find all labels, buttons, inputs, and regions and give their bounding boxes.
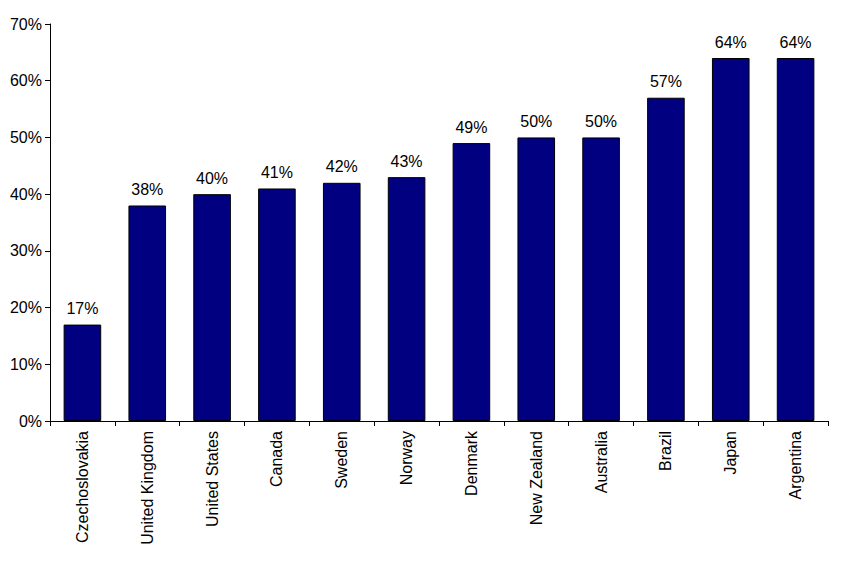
svg-text:40%: 40% [196,170,228,187]
svg-text:Norway: Norway [398,431,415,485]
svg-text:17%: 17% [66,300,98,317]
svg-text:60%: 60% [10,72,42,89]
svg-text:Denmark: Denmark [463,430,480,496]
svg-text:57%: 57% [650,73,682,90]
svg-text:Japan: Japan [722,431,739,475]
svg-text:40%: 40% [10,186,42,203]
svg-text:Canada: Canada [268,431,285,487]
svg-text:United Kingdom: United Kingdom [139,431,156,545]
svg-text:30%: 30% [10,242,42,259]
svg-text:50%: 50% [10,129,42,146]
svg-text:10%: 10% [10,356,42,373]
svg-text:Argentina: Argentina [787,431,804,500]
svg-text:70%: 70% [10,16,42,33]
svg-text:United States: United States [204,431,221,527]
svg-text:Czechoslovakia: Czechoslovakia [74,431,91,543]
svg-text:20%: 20% [10,299,42,316]
svg-text:50%: 50% [520,113,552,130]
svg-text:Sweden: Sweden [333,431,350,489]
svg-text:43%: 43% [391,153,423,170]
svg-text:Brazil: Brazil [657,431,674,471]
svg-text:42%: 42% [326,158,358,175]
svg-text:New Zealand: New Zealand [528,431,545,525]
svg-text:49%: 49% [455,119,487,136]
svg-text:41%: 41% [261,164,293,181]
svg-text:50%: 50% [585,113,617,130]
svg-text:64%: 64% [715,34,747,51]
svg-text:64%: 64% [780,34,812,51]
svg-text:Australia: Australia [593,431,610,493]
svg-text:0%: 0% [19,413,42,430]
svg-text:38%: 38% [131,181,163,198]
